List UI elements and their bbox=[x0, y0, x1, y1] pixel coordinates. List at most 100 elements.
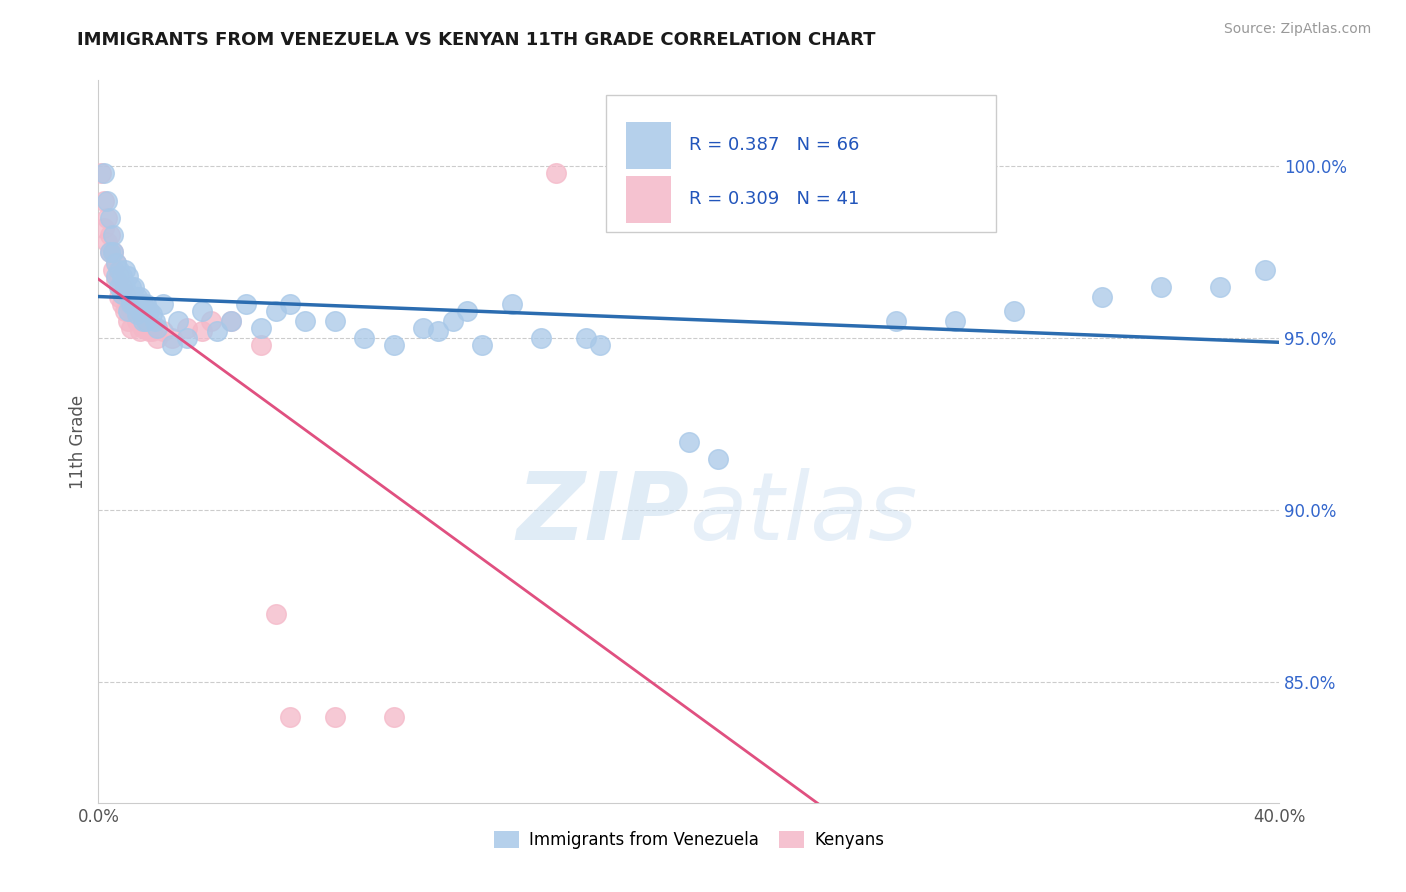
Point bbox=[471, 338, 494, 352]
Point bbox=[128, 290, 150, 304]
Point bbox=[589, 338, 612, 352]
Point bbox=[105, 273, 128, 287]
Point bbox=[103, 262, 125, 277]
FancyBboxPatch shape bbox=[626, 176, 671, 223]
Point bbox=[105, 255, 128, 269]
Point bbox=[235, 297, 257, 311]
Point bbox=[143, 314, 166, 328]
Point bbox=[120, 297, 142, 311]
Point bbox=[105, 255, 128, 269]
Point bbox=[96, 194, 118, 208]
Point bbox=[323, 710, 346, 724]
Point bbox=[93, 166, 115, 180]
Point bbox=[162, 338, 183, 352]
Point bbox=[114, 286, 136, 301]
Point bbox=[98, 245, 121, 260]
Point bbox=[96, 211, 118, 225]
Point bbox=[1209, 279, 1232, 293]
Point bbox=[382, 710, 405, 724]
Point bbox=[382, 338, 405, 352]
Point bbox=[176, 321, 198, 335]
Text: Source: ZipAtlas.com: Source: ZipAtlas.com bbox=[1223, 22, 1371, 37]
FancyBboxPatch shape bbox=[606, 95, 995, 232]
Point bbox=[1002, 303, 1025, 318]
Point bbox=[294, 314, 316, 328]
Point bbox=[412, 321, 434, 335]
Point bbox=[120, 279, 142, 293]
Point bbox=[146, 321, 169, 335]
Point bbox=[117, 314, 139, 328]
Text: R = 0.387   N = 66: R = 0.387 N = 66 bbox=[689, 136, 859, 154]
Point bbox=[678, 434, 700, 449]
Point bbox=[1150, 279, 1173, 293]
Point bbox=[117, 269, 139, 284]
Point bbox=[122, 307, 145, 321]
Point bbox=[111, 286, 134, 301]
Point bbox=[108, 290, 131, 304]
Point bbox=[200, 314, 222, 328]
Point bbox=[264, 303, 287, 318]
Point bbox=[122, 297, 145, 311]
Point bbox=[114, 262, 136, 277]
Point bbox=[205, 325, 228, 339]
Point bbox=[152, 297, 174, 311]
Point bbox=[120, 303, 142, 318]
Point bbox=[141, 307, 163, 321]
Point bbox=[457, 303, 479, 318]
Point bbox=[132, 321, 155, 335]
Point bbox=[125, 290, 148, 304]
Point bbox=[132, 297, 155, 311]
Point bbox=[128, 303, 150, 318]
Point bbox=[250, 321, 273, 335]
Text: IMMIGRANTS FROM VENEZUELA VS KENYAN 11TH GRADE CORRELATION CHART: IMMIGRANTS FROM VENEZUELA VS KENYAN 11TH… bbox=[77, 31, 876, 49]
Point bbox=[98, 228, 121, 243]
Point bbox=[546, 166, 568, 180]
Point bbox=[125, 314, 148, 328]
Point bbox=[93, 221, 115, 235]
FancyBboxPatch shape bbox=[626, 122, 671, 169]
Point bbox=[501, 297, 523, 311]
Point bbox=[128, 325, 150, 339]
Point bbox=[114, 303, 136, 318]
Point bbox=[122, 279, 145, 293]
Point bbox=[114, 279, 136, 293]
Point bbox=[441, 314, 464, 328]
Point bbox=[98, 211, 121, 225]
Point bbox=[530, 331, 553, 345]
Point bbox=[707, 451, 730, 466]
Point bbox=[98, 245, 121, 260]
Legend: Immigrants from Venezuela, Kenyans: Immigrants from Venezuela, Kenyans bbox=[488, 824, 890, 856]
Point bbox=[103, 245, 125, 260]
Point bbox=[93, 194, 115, 208]
Point bbox=[353, 331, 375, 345]
Point bbox=[280, 710, 302, 724]
Point bbox=[191, 325, 214, 339]
Point bbox=[1254, 262, 1277, 277]
Point bbox=[138, 303, 160, 318]
Point bbox=[96, 235, 118, 249]
Point bbox=[117, 286, 139, 301]
Point bbox=[111, 269, 134, 284]
Text: atlas: atlas bbox=[689, 468, 917, 559]
Point bbox=[108, 279, 131, 293]
Point bbox=[111, 279, 134, 293]
Point bbox=[884, 314, 907, 328]
Point bbox=[132, 314, 155, 328]
Point bbox=[111, 297, 134, 311]
Point bbox=[125, 307, 148, 321]
Point bbox=[162, 331, 183, 345]
Point bbox=[176, 331, 198, 345]
Point bbox=[103, 228, 125, 243]
Point bbox=[108, 269, 131, 284]
Point bbox=[250, 338, 273, 352]
Point bbox=[120, 321, 142, 335]
Point bbox=[427, 325, 450, 339]
Point bbox=[135, 314, 157, 328]
Point bbox=[280, 297, 302, 311]
Point bbox=[152, 325, 174, 339]
Point bbox=[1091, 290, 1114, 304]
Point bbox=[135, 297, 157, 311]
Text: R = 0.309   N = 41: R = 0.309 N = 41 bbox=[689, 191, 859, 209]
Text: ZIP: ZIP bbox=[516, 467, 689, 560]
Point bbox=[90, 166, 112, 180]
